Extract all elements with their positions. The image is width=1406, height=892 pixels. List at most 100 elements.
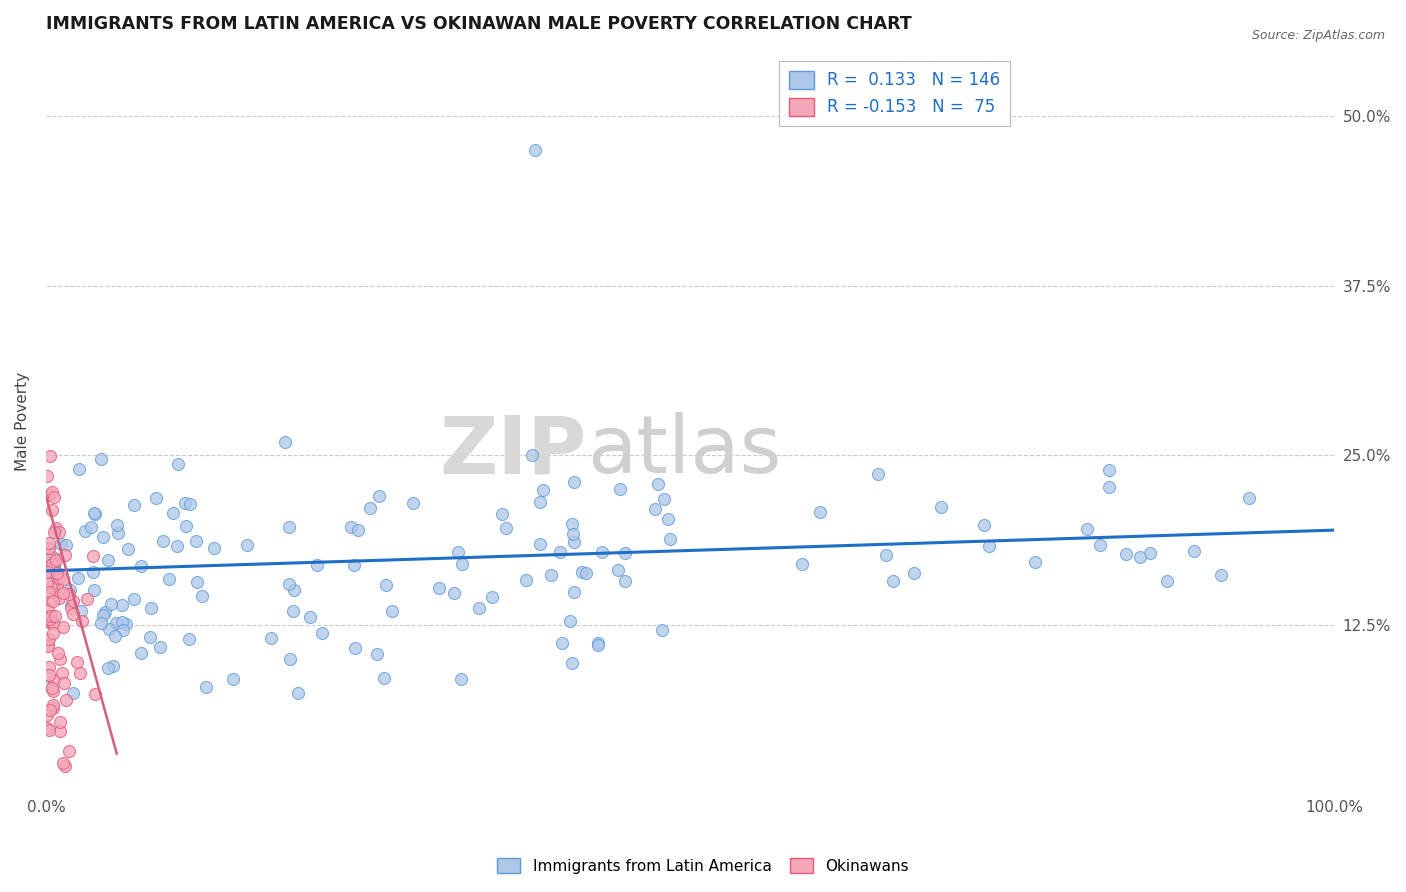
Point xyxy=(84,687,107,701)
Point xyxy=(62,686,84,700)
Point xyxy=(307,558,329,572)
Point xyxy=(979,539,1001,553)
Point xyxy=(367,489,389,503)
Point xyxy=(46,646,69,660)
Point xyxy=(84,507,107,521)
Point xyxy=(49,536,72,550)
Point xyxy=(531,483,554,497)
Point xyxy=(37,708,59,723)
Point xyxy=(381,604,404,618)
Point xyxy=(42,490,65,504)
Point xyxy=(562,526,585,541)
Point xyxy=(1076,523,1098,537)
Point xyxy=(48,715,70,730)
Point xyxy=(42,684,65,698)
Point xyxy=(278,576,301,591)
Point xyxy=(82,565,104,579)
Point xyxy=(481,591,503,605)
Point xyxy=(38,668,60,682)
Legend: Immigrants from Latin America, Okinawans: Immigrants from Latin America, Okinawans xyxy=(491,852,915,880)
Point xyxy=(73,524,96,538)
Point xyxy=(38,563,60,577)
Point xyxy=(48,571,70,585)
Point xyxy=(139,600,162,615)
Point xyxy=(38,679,60,693)
Point xyxy=(281,604,304,618)
Point xyxy=(591,545,613,559)
Point xyxy=(658,533,681,547)
Point xyxy=(614,546,637,560)
Point xyxy=(260,631,283,645)
Point xyxy=(561,656,583,670)
Point xyxy=(447,545,470,559)
Point xyxy=(38,536,60,550)
Point xyxy=(222,672,245,686)
Point xyxy=(340,520,363,534)
Point xyxy=(152,534,174,549)
Point xyxy=(105,517,128,532)
Point xyxy=(343,558,366,572)
Point xyxy=(44,566,66,580)
Point xyxy=(186,575,208,590)
Point xyxy=(366,647,388,661)
Point xyxy=(58,587,80,601)
Point xyxy=(55,538,77,552)
Point xyxy=(38,723,60,738)
Point xyxy=(48,525,70,540)
Point xyxy=(609,482,631,496)
Point xyxy=(548,545,571,559)
Point xyxy=(561,517,583,532)
Point xyxy=(59,599,82,613)
Point xyxy=(564,535,586,549)
Point xyxy=(451,558,474,572)
Point xyxy=(39,612,62,626)
Point xyxy=(70,614,93,628)
Point xyxy=(90,452,112,467)
Point xyxy=(524,143,547,157)
Point xyxy=(97,660,120,674)
Point xyxy=(39,608,62,623)
Point xyxy=(58,583,80,598)
Point xyxy=(450,673,472,687)
Point xyxy=(174,495,197,509)
Point xyxy=(1209,568,1232,582)
Point xyxy=(55,693,77,707)
Point xyxy=(278,652,301,666)
Text: IMMIGRANTS FROM LATIN AMERICA VS OKINAWAN MALE POVERTY CORRELATION CHART: IMMIGRANTS FROM LATIN AMERICA VS OKINAWA… xyxy=(46,15,911,33)
Point xyxy=(1098,463,1121,477)
Point xyxy=(651,623,673,637)
Point xyxy=(66,655,89,669)
Point xyxy=(48,591,70,605)
Point xyxy=(111,623,134,637)
Point xyxy=(298,609,321,624)
Point xyxy=(195,680,218,694)
Point xyxy=(38,615,60,629)
Point xyxy=(166,539,188,553)
Point xyxy=(287,686,309,700)
Point xyxy=(38,549,60,564)
Point xyxy=(129,559,152,574)
Point xyxy=(41,558,63,572)
Point xyxy=(83,583,105,598)
Point xyxy=(38,660,60,674)
Point xyxy=(564,585,586,599)
Point xyxy=(39,592,62,607)
Point xyxy=(347,523,370,537)
Point xyxy=(375,577,398,591)
Text: atlas: atlas xyxy=(588,412,782,491)
Point xyxy=(179,497,201,511)
Point xyxy=(373,672,395,686)
Point xyxy=(45,579,67,593)
Point xyxy=(117,542,139,557)
Point xyxy=(37,541,59,556)
Y-axis label: Male Poverty: Male Poverty xyxy=(15,372,30,471)
Point xyxy=(67,571,90,585)
Point xyxy=(52,586,75,600)
Point xyxy=(931,500,953,514)
Point xyxy=(83,506,105,520)
Point xyxy=(51,665,73,680)
Point xyxy=(42,556,65,570)
Point xyxy=(586,636,609,650)
Point xyxy=(235,538,257,552)
Point xyxy=(100,597,122,611)
